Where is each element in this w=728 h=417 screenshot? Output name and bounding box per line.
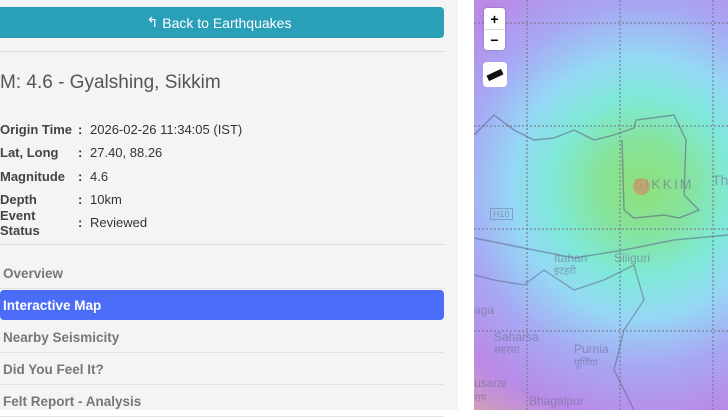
ruler-icon	[486, 68, 504, 81]
event-info: Origin Time:2026-02-26 11:34:05 (IST) La…	[0, 118, 243, 238]
event-title: M: 4.6 - Gyalshing, Sikkim	[0, 72, 221, 93]
divider	[0, 51, 445, 52]
grid-line	[474, 228, 728, 230]
tab-felt-report-analysis[interactable]: Felt Report - Analysis	[0, 387, 444, 417]
grid-line	[474, 125, 728, 127]
interactive-map[interactable]: SIKKIM Thi H10 Itahari इटहरी Siliguri ag…	[474, 0, 728, 410]
info-row-lat-long: Lat, Long:27.40, 88.26	[0, 145, 163, 161]
grid-line	[619, 0, 621, 410]
tab-overview[interactable]: Overview	[0, 259, 444, 289]
divider	[0, 244, 445, 245]
zoom-control: + −	[484, 8, 505, 50]
reply-arrow-icon: ↰	[146, 14, 159, 30]
tab-nearby-seismicity[interactable]: Nearby Seismicity	[0, 323, 444, 353]
zoom-out-button[interactable]: −	[484, 29, 505, 50]
measure-ruler-button[interactable]	[483, 62, 507, 87]
grid-line	[712, 0, 714, 410]
info-row-origin-time: Origin Time:2026-02-26 11:34:05 (IST)	[0, 122, 243, 138]
boundaries	[474, 114, 728, 410]
grid-line	[474, 330, 728, 332]
info-row-magnitude: Magnitude:4.6	[0, 168, 109, 184]
info-row-event-status: Event Status: Reviewed	[0, 207, 148, 238]
tab-interactive-map[interactable]: Interactive Map	[0, 290, 444, 320]
zoom-in-button[interactable]: +	[490, 10, 499, 27]
grid-line	[474, 22, 728, 24]
back-to-earthquakes-button[interactable]: ↰ Back to Earthquakes	[0, 7, 444, 38]
tab-did-you-feel-it[interactable]: Did You Feel It?	[0, 355, 444, 385]
info-row-depth: Depth:10km	[0, 192, 122, 208]
epicenter-marker[interactable]	[633, 178, 650, 195]
event-detail-panel: ↰ Back to Earthquakes M: 4.6 - Gyalshing…	[0, 0, 458, 417]
grid-line	[526, 0, 528, 410]
